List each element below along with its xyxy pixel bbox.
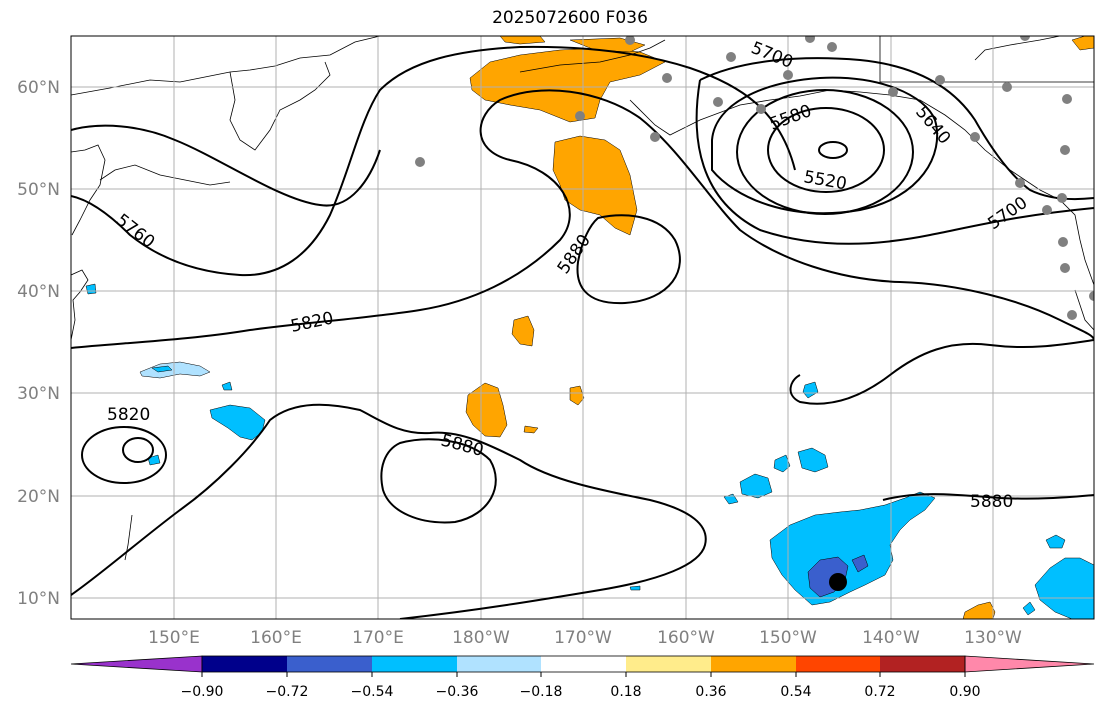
lat-label: 10°N: [17, 589, 60, 609]
contour-5700-south: [695, 79, 1094, 245]
colorbar: −0.90 −0.72 −0.54 −0.36 −0.18 0.18 0.36 …: [70, 655, 1095, 700]
longitude-labels: 150°E 160°E 170°E 180°W 170°W 160°W 150°…: [148, 628, 1022, 648]
colorbar-segment: [457, 656, 541, 672]
colorbar-tick-label: 0.90: [949, 684, 980, 700]
contour-5820-north: [71, 124, 381, 207]
colorbar-segment: [202, 656, 287, 672]
lat-label: 40°N: [17, 282, 60, 302]
colorbar-tick-label: −0.54: [351, 684, 394, 700]
colorbar-segment: [372, 656, 457, 672]
storm-center-marker: [829, 573, 847, 591]
map-title: 2025072600 F036: [492, 8, 648, 28]
lat-label: 60°N: [17, 78, 60, 98]
colorbar-tick-label: 0.54: [780, 684, 811, 700]
colorbar-tick-label: −0.90: [181, 684, 224, 700]
contour-5700-east: [699, 57, 1094, 201]
colorbar-tick-label: −0.72: [266, 684, 309, 700]
colorbar-segment: [796, 656, 880, 672]
colorbar-tick-label: 0.36: [695, 684, 726, 700]
contour-5640: [711, 76, 939, 215]
lon-label: 160°W: [657, 628, 715, 648]
lat-label: 20°N: [17, 487, 60, 507]
contour-5820-inner: [122, 437, 154, 463]
colorbar-segment: [541, 656, 626, 672]
colorbar-tick-label: 0.18: [610, 684, 641, 700]
lon-label: 140°W: [862, 628, 920, 648]
lat-label: 30°N: [17, 384, 60, 404]
contour-label: 5880: [970, 492, 1013, 512]
contour-5880-loop: [576, 214, 681, 305]
plot-frame: [70, 35, 1095, 620]
lon-label: 130°W: [964, 628, 1022, 648]
colorbar-tick-label: −0.18: [520, 684, 563, 700]
colorbar-tick-label: 0.72: [864, 684, 895, 700]
contour-5820-small: [81, 426, 167, 484]
colorbar-extend-high: [964, 655, 1095, 673]
lon-label: 170°E: [352, 628, 404, 648]
lon-label: 160°E: [250, 628, 302, 648]
colorbar-segment: [711, 656, 796, 672]
lat-label: 50°N: [17, 180, 60, 200]
lon-label: 150°W: [759, 628, 817, 648]
contour-5880-south: [71, 403, 707, 619]
colorbar-extend-low: [70, 655, 203, 673]
contour-label: 5820: [107, 405, 150, 425]
contour-5820-main: [71, 89, 1094, 349]
contour-5820-sw: [789, 339, 1094, 405]
colorbar-segment: [626, 656, 711, 672]
height-contours: [71, 45, 1094, 619]
colorbar-segment: [880, 656, 965, 672]
colorbar-tick-label: −0.36: [436, 684, 479, 700]
latitude-labels: 60°N 50°N 40°N 30°N 20°N 10°N: [17, 78, 60, 609]
contour-5880-east: [882, 493, 1094, 501]
gridlines: [71, 36, 1094, 619]
colorbar-segment: [287, 656, 372, 672]
contour-5520-center: [818, 141, 848, 159]
lon-label: 150°E: [148, 628, 200, 648]
contour-5760: [71, 45, 796, 277]
lon-label: 170°W: [554, 628, 612, 648]
station-markers: [415, 36, 1094, 320]
lon-label: 180°W: [452, 628, 510, 648]
contour-5880-center: [380, 438, 497, 524]
contour-5520: [767, 107, 885, 193]
negative-shading: [85, 283, 1094, 619]
